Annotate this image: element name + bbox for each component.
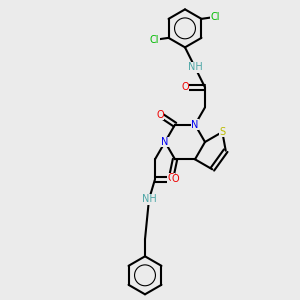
Text: N: N (191, 120, 199, 130)
Text: NH: NH (188, 62, 202, 72)
Text: O: O (167, 173, 175, 183)
Text: O: O (156, 110, 164, 120)
Text: S: S (219, 127, 225, 137)
Text: N: N (161, 137, 169, 147)
Text: Cl: Cl (150, 35, 159, 45)
Text: NH: NH (142, 194, 156, 204)
Text: Cl: Cl (211, 12, 220, 22)
Text: O: O (181, 82, 189, 92)
Text: O: O (171, 174, 179, 184)
